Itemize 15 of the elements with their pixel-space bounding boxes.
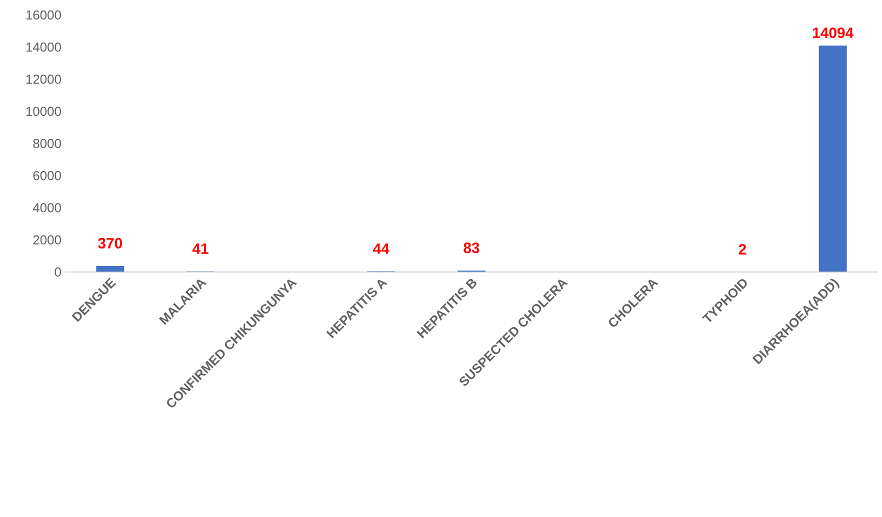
y-tick-label: 4000 xyxy=(32,203,61,212)
data-label: 83 xyxy=(464,242,480,254)
data-label: 41 xyxy=(192,244,208,254)
data-label: 44 xyxy=(373,243,390,254)
y-tick-label: 10000 xyxy=(26,106,61,116)
data-label: 2 xyxy=(738,244,746,254)
y-tick-label: 16000 xyxy=(26,10,61,20)
data-label: 370 xyxy=(98,238,122,249)
data-label: 14094 xyxy=(812,28,854,38)
y-tick-label: 8000 xyxy=(33,138,61,148)
y-tick-label: 0 xyxy=(54,267,61,277)
y-tick-label: 12000 xyxy=(26,74,61,84)
y-tick-label: 6000 xyxy=(33,171,61,180)
y-tick-label: 14000 xyxy=(26,42,61,52)
y-tick-label: 2000 xyxy=(33,235,61,244)
